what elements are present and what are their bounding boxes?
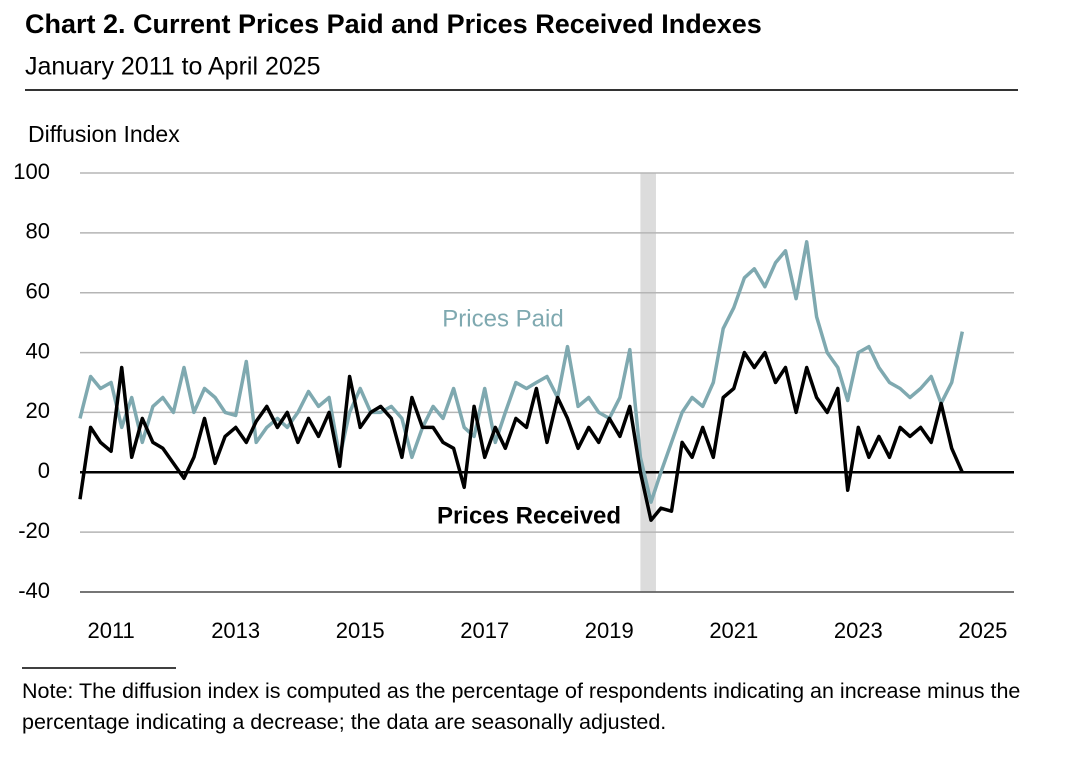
legend-label: Prices Received [437, 502, 621, 529]
x-tick-label: 2011 [87, 618, 134, 643]
y-tick-label: 40 [26, 338, 50, 363]
y-tick-label: 60 [26, 279, 50, 304]
x-tick-label: 2023 [834, 618, 883, 643]
y-tick-label: 0 [38, 458, 50, 483]
y-tick-label: -40 [18, 578, 50, 603]
x-tick-label: 2013 [211, 618, 260, 643]
y-tick-label: 20 [26, 398, 50, 423]
y-tick-label: -20 [18, 518, 50, 543]
chart-subtitle: January 2011 to April 2025 [25, 53, 321, 81]
series-line [78, 240, 965, 504]
legend-label: Prices Paid [442, 305, 563, 332]
note-box: Note: The diffusion index is computed as… [22, 679, 1021, 734]
x-tick-label: 2019 [585, 618, 634, 643]
series-line [78, 350, 964, 522]
note: Note: The diffusion index is computed as… [22, 679, 1021, 734]
x-tick-label: 2015 [336, 618, 385, 643]
y-tick-label: 80 [26, 219, 50, 244]
x-tick-label: 2025 [958, 618, 1007, 643]
recession-shading [640, 173, 656, 592]
chart-title: Chart 2. Current Prices Paid and Prices … [25, 9, 762, 39]
y-axis-label: Diffusion Index [28, 121, 180, 147]
x-tick-label: 2017 [460, 618, 509, 643]
y-tick-label: 100 [13, 159, 50, 184]
x-tick-label: 2021 [709, 618, 758, 643]
